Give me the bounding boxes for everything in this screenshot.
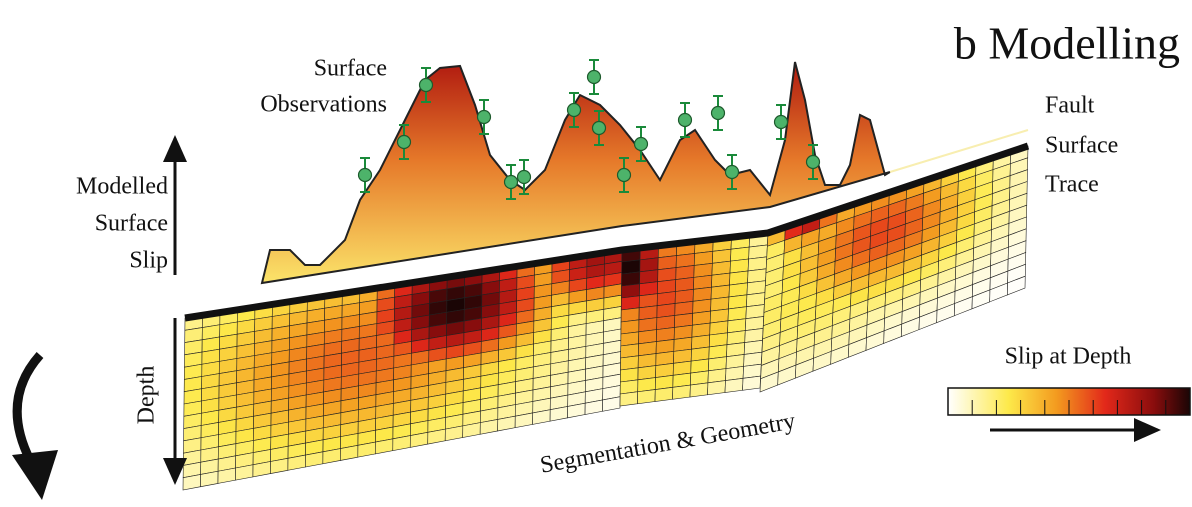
label-line: Trace [1045, 172, 1099, 198]
fault-cell [637, 389, 656, 405]
observation [418, 77, 434, 93]
label-line: Observations [260, 92, 387, 118]
fault-trace [184, 142, 1030, 322]
label-line: Modelled [76, 174, 168, 200]
observation [677, 112, 693, 128]
surface-observations [357, 59, 821, 200]
trace-highlight [889, 129, 1029, 173]
fault-cell [742, 375, 761, 391]
fault-cell [654, 386, 674, 402]
observation [616, 167, 632, 183]
legend-title: Slip at Depth [1005, 344, 1132, 370]
colorbar-ticks [971, 400, 1167, 415]
depth-label: Depth [134, 366, 160, 425]
observation [503, 174, 519, 190]
observation [516, 169, 532, 185]
fault-cell [619, 391, 639, 407]
observation [586, 69, 602, 85]
observation [724, 164, 740, 180]
fault-cell [602, 396, 621, 412]
label-line: Slip [129, 248, 168, 274]
observation [396, 134, 412, 150]
label-line: Surface [314, 56, 387, 82]
observation [566, 102, 582, 118]
label-line: Surface [95, 211, 168, 237]
curved-arrow [12, 352, 44, 463]
observation [357, 167, 373, 183]
observation [805, 154, 821, 170]
fault-cell [672, 384, 691, 400]
observation [710, 105, 726, 121]
observation [633, 136, 649, 152]
fault-grid [182, 145, 1029, 491]
fault-cell [707, 380, 726, 396]
curved-arrow-head [12, 450, 58, 500]
fault-cell [1007, 275, 1026, 296]
observation [476, 109, 492, 125]
fault-cell [724, 377, 744, 393]
segmentation-label: Segmentation & Geometry [538, 408, 797, 479]
title: b Modelling [954, 18, 1180, 69]
observation [591, 120, 607, 136]
label-line: Fault [1045, 93, 1095, 119]
label-line: Surface [1045, 133, 1118, 159]
fault-cell [689, 382, 709, 398]
observation [773, 114, 789, 130]
